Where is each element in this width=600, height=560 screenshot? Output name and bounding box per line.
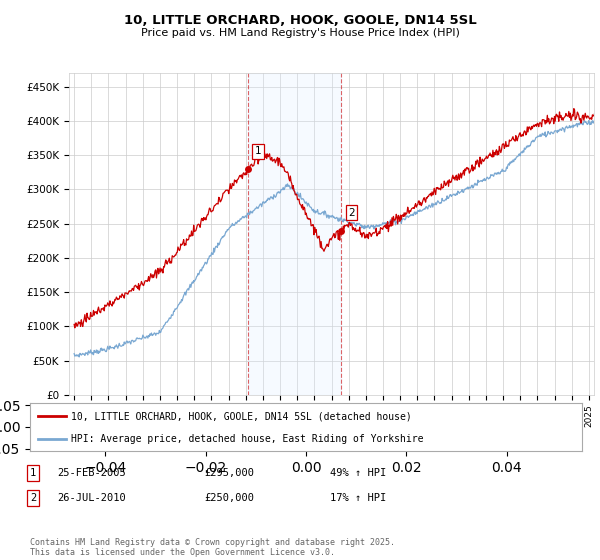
Text: 17% ↑ HPI: 17% ↑ HPI bbox=[330, 493, 386, 503]
Text: 25-FEB-2005: 25-FEB-2005 bbox=[57, 468, 126, 478]
Text: 49% ↑ HPI: 49% ↑ HPI bbox=[330, 468, 386, 478]
Text: 1: 1 bbox=[30, 468, 36, 478]
Text: 26-JUL-2010: 26-JUL-2010 bbox=[57, 493, 126, 503]
Text: £295,000: £295,000 bbox=[204, 468, 254, 478]
Text: HPI: Average price, detached house, East Riding of Yorkshire: HPI: Average price, detached house, East… bbox=[71, 434, 424, 444]
Text: 10, LITTLE ORCHARD, HOOK, GOOLE, DN14 5SL: 10, LITTLE ORCHARD, HOOK, GOOLE, DN14 5S… bbox=[124, 14, 476, 27]
Text: Contains HM Land Registry data © Crown copyright and database right 2025.
This d: Contains HM Land Registry data © Crown c… bbox=[30, 538, 395, 557]
Text: 10, LITTLE ORCHARD, HOOK, GOOLE, DN14 5SL (detached house): 10, LITTLE ORCHARD, HOOK, GOOLE, DN14 5S… bbox=[71, 411, 412, 421]
Bar bbox=[248, 73, 341, 395]
Text: Price paid vs. HM Land Registry's House Price Index (HPI): Price paid vs. HM Land Registry's House … bbox=[140, 28, 460, 38]
Text: £250,000: £250,000 bbox=[204, 493, 254, 503]
Text: 2: 2 bbox=[30, 493, 36, 503]
Text: 2: 2 bbox=[348, 208, 355, 218]
Text: 1: 1 bbox=[255, 146, 262, 156]
